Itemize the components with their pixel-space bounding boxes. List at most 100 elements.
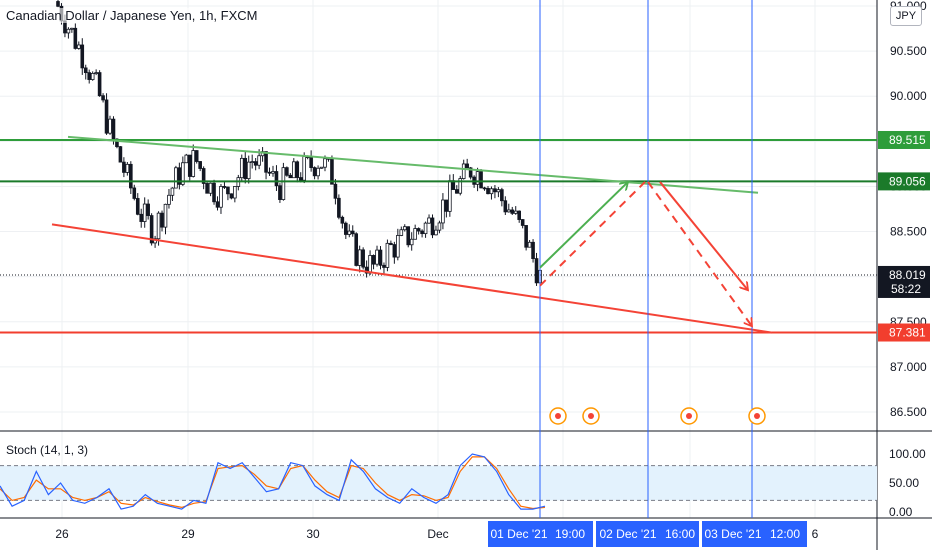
candle-body — [316, 167, 320, 177]
candle-body — [274, 171, 279, 187]
candle-body — [409, 238, 414, 246]
level-label-1: 89.056 — [889, 174, 926, 188]
candle-body — [160, 212, 164, 228]
candle-body — [319, 166, 324, 169]
candle-body — [205, 183, 209, 194]
candle-body — [142, 203, 147, 222]
red-projection-arrow — [659, 181, 748, 290]
candle-body — [510, 209, 515, 214]
candle-body — [371, 255, 376, 265]
candle-body — [454, 189, 459, 194]
candle-body — [475, 171, 480, 185]
candle-body — [122, 161, 126, 173]
candle-body — [486, 188, 490, 195]
candle-body — [239, 157, 244, 179]
stoch-k-line — [0, 453, 546, 510]
candle-body — [267, 171, 272, 174]
candle-body — [56, 1, 60, 7]
candle-body — [139, 213, 144, 222]
candle-body — [281, 167, 286, 200]
candle-body — [534, 258, 539, 284]
candle-body — [364, 266, 369, 274]
candle-body — [194, 150, 199, 162]
candle-body — [347, 230, 352, 235]
candle-body — [70, 27, 74, 30]
candle-body — [87, 72, 92, 80]
candle-body — [90, 72, 95, 80]
stoch-indicator-label[interactable]: Stoch (14, 1, 3) — [6, 443, 89, 457]
candle-body — [368, 255, 372, 274]
candle-body — [489, 188, 494, 195]
candle-body — [129, 163, 133, 189]
candle-body — [170, 187, 175, 196]
candle-body — [430, 217, 435, 236]
candle-body — [333, 183, 338, 199]
candle-body — [271, 171, 275, 174]
candle-body — [378, 249, 383, 266]
candle-body — [174, 167, 178, 189]
candle-body — [181, 162, 185, 185]
stoch-tick-2: 0.00 — [889, 505, 913, 519]
candle-body — [461, 163, 466, 179]
stoch-d-line — [0, 456, 546, 510]
candle-body — [215, 201, 220, 208]
level-label-0: 89.515 — [889, 133, 926, 147]
candle-body — [94, 72, 98, 74]
event-marker-dot-2 — [588, 413, 594, 419]
level-label-bg-1 — [878, 172, 930, 191]
candle-body — [441, 199, 445, 224]
candle-body — [80, 44, 85, 69]
candle-body — [198, 161, 202, 169]
candle-body — [406, 226, 411, 246]
time-label-0: 26 — [55, 527, 69, 541]
candle-body — [163, 203, 168, 228]
time-highlight-label-1: 19:00 — [555, 527, 585, 541]
time-highlight-label-3: 16:00 — [665, 527, 695, 541]
candle-body — [257, 155, 261, 166]
candle-body — [517, 210, 521, 220]
candle-body — [340, 216, 345, 224]
candle-body — [344, 222, 348, 235]
candle-body — [350, 230, 355, 235]
candles-group — [56, 0, 542, 286]
candle-body — [135, 198, 140, 215]
candle-body — [382, 264, 386, 268]
stoch-tick-1: 50.00 — [889, 476, 919, 490]
candle-body — [482, 187, 487, 190]
event-marker-dot-3 — [686, 413, 692, 419]
candle-body — [104, 99, 109, 134]
candle-body — [506, 209, 511, 213]
time-highlight-2 — [596, 521, 699, 547]
candle-body — [132, 187, 137, 199]
time-label-1: 29 — [181, 527, 195, 541]
candle-body — [375, 249, 379, 265]
candle-body — [97, 72, 102, 97]
candle-body — [222, 186, 227, 188]
candle-body — [309, 156, 313, 168]
time-label-4: 6 — [812, 527, 819, 541]
candle-body — [302, 156, 307, 181]
price-tick-1: 90.500 — [890, 44, 927, 58]
candle-body — [184, 154, 189, 164]
upper-green-trendline — [67, 135, 759, 194]
candle-body — [177, 167, 182, 185]
candle-body — [444, 199, 449, 212]
candle-body — [361, 249, 365, 268]
candle-body — [423, 222, 428, 235]
candle-body — [146, 203, 150, 216]
price-tick-2: 90.000 — [890, 89, 927, 103]
currency-badge[interactable]: JPY — [890, 6, 922, 26]
candle-body — [448, 180, 452, 212]
candle-body — [125, 163, 130, 173]
candle-body — [399, 229, 404, 236]
current-price-bg — [878, 265, 930, 298]
stoch-tick-0: 100.00 — [889, 447, 926, 461]
candle-body — [101, 95, 105, 101]
candle-body — [253, 161, 258, 166]
candle-body — [402, 226, 407, 231]
candle-body — [295, 161, 300, 178]
candle-body — [285, 167, 289, 176]
candle-body — [413, 228, 417, 240]
